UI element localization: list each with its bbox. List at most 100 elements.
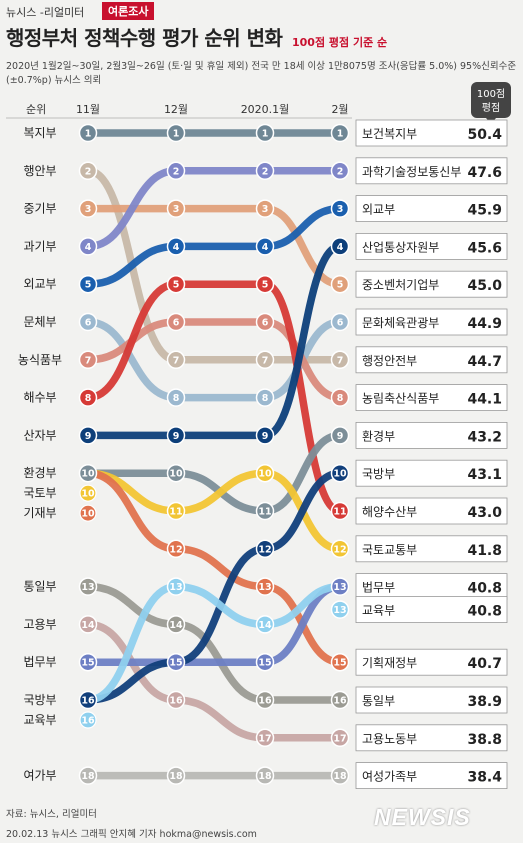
rank-value-3-2: 3 [173, 204, 180, 215]
feb-score-1: 50.4 [467, 127, 502, 143]
ministry-label-7: 농식품부 [18, 353, 62, 367]
rank-value-12-4: 15 [333, 658, 346, 669]
tied-marker-12 [79, 504, 97, 522]
rank-marker-3-1 [78, 199, 98, 218]
rank-value-15-4: 13 [333, 582, 346, 593]
rank-value-15-1: 15 [81, 658, 94, 669]
feb-score-4: 47.6 [467, 165, 502, 181]
tied-marker-11 [79, 484, 97, 502]
rank-value-14-2: 16 [169, 696, 183, 707]
ministry-label-2: 행안부 [23, 163, 56, 178]
rank-marker-9-2 [166, 426, 186, 445]
feb-box-13 [355, 686, 508, 714]
rank-marker-7-2 [166, 312, 186, 332]
ministry-label-9: 산자부 [23, 428, 56, 442]
rank-marker-3-2 [166, 199, 186, 218]
survey-note: 2020년 1월2일~30일, 2월3일~26일 (토·일 및 휴일 제외) 전… [6, 61, 517, 86]
rank-value-9-4: 4 [337, 242, 344, 253]
rank-value-13-2: 14 [169, 620, 183, 631]
newsis-logo: NEWSIS [374, 804, 471, 830]
rank-marker-10-4 [330, 426, 350, 445]
rank-value-9-3: 9 [262, 431, 269, 442]
feb-box-5 [355, 195, 508, 223]
feb-name-16: 국방부 [362, 467, 395, 481]
feb-score-8: 43.0 [467, 505, 502, 521]
ministry-label-15: 법무부 [23, 655, 56, 669]
feb-score-6: 44.9 [467, 316, 502, 332]
rank-marker-6-1 [78, 312, 98, 332]
rank-marker-10-3 [255, 501, 275, 521]
rank-value-8-2: 5 [173, 280, 180, 291]
feb-name-10: 환경부 [362, 429, 395, 443]
feb-box-16 [355, 459, 508, 487]
rank-marker-5-4 [330, 199, 350, 218]
feb-name-17: 교육부 [362, 604, 395, 618]
rank-value-14-3: 17 [258, 733, 271, 744]
rank-value-4-2: 2 [173, 166, 180, 177]
rank-marker-18-2 [166, 766, 186, 785]
series-line-15 [84, 582, 344, 666]
rank-marker-12-4 [330, 652, 350, 672]
rank-marker-8-1 [78, 388, 98, 407]
feb-box-17 [355, 596, 508, 623]
rank-value-4-4: 2 [337, 166, 344, 177]
rank-marker-15-3 [255, 652, 275, 672]
rank-marker-14-3 [255, 728, 275, 748]
feb-score-10: 43.2 [467, 429, 502, 445]
feb-box-2 [355, 346, 508, 374]
rank-value-18-4: 18 [333, 771, 347, 782]
rank-value-2-1: 2 [85, 166, 92, 177]
feb-box-8 [355, 497, 508, 525]
ministry-label-10: 환경부 [23, 466, 56, 480]
rank-marker-15-4 [330, 577, 350, 596]
rank-value-13-1: 13 [81, 582, 94, 593]
rank-value-8-1: 8 [85, 393, 92, 404]
ministry-label-12: 기재부 [23, 506, 56, 520]
rank-marker-3-4 [330, 274, 350, 294]
tied-rank-17: 16 [81, 716, 95, 727]
ministry-label-5: 외교부 [23, 277, 56, 291]
rank-marker-18-1 [78, 766, 98, 785]
period-label-4: 2월 [331, 103, 348, 116]
rank-marker-9-3 [255, 426, 275, 445]
rank-value-5-3: 4 [262, 242, 269, 253]
ministry-label-11: 국토부 [23, 486, 56, 500]
ministry-label-14: 고용부 [23, 617, 56, 631]
feb-score-5: 45.9 [467, 203, 502, 219]
feb-tied-rank-17: 13 [333, 605, 346, 616]
tied-marker-17 [79, 711, 97, 729]
feb-score-16: 43.1 [467, 467, 502, 483]
feb-name-18: 여성가족부 [362, 770, 417, 784]
period-label-2: 12월 [164, 103, 188, 116]
rank-marker-5-3 [255, 237, 275, 256]
ministry-label-3: 중기부 [23, 202, 56, 216]
rank-marker-12-3 [255, 577, 275, 596]
rank-value-16-1: 16 [81, 696, 95, 707]
rank-value-6-3: 8 [262, 393, 269, 404]
rank-value-15-3: 15 [258, 658, 271, 669]
feb-name-14: 고용노동부 [362, 732, 417, 746]
feb-name-8: 해양수산부 [362, 505, 417, 519]
source-text: 자료: 뉴시스, 리얼미터 [6, 809, 97, 820]
feb-box-14 [355, 724, 508, 752]
series-line-8 [84, 280, 344, 515]
rank-value-13-4: 16 [333, 696, 347, 707]
rank-marker-16-4 [330, 463, 350, 483]
rank-marker-4-2 [166, 161, 186, 181]
credit-text: 20.02.13 뉴시스 그래픽 안지혜 기자 hokma@newsis.com [6, 829, 257, 840]
rank-value-7-3: 6 [262, 318, 269, 329]
series-line-14 [84, 620, 344, 742]
series-line-4 [84, 167, 344, 251]
rank-marker-13-4 [330, 690, 350, 710]
rank-marker-2-3 [255, 350, 275, 370]
feb-box-1 [355, 119, 508, 147]
rank-marker-2-1 [78, 161, 98, 181]
feb-name-7: 농림축산식품부 [362, 392, 439, 406]
rank-marker-13-1 [78, 577, 98, 596]
score-header-box [471, 82, 511, 118]
feb-score-7: 44.1 [467, 392, 502, 408]
rank-header: 순위 [26, 103, 46, 116]
feb-score-13: 38.9 [467, 694, 502, 710]
series-line-13 [84, 582, 344, 704]
feb-score-14: 38.8 [467, 732, 502, 748]
